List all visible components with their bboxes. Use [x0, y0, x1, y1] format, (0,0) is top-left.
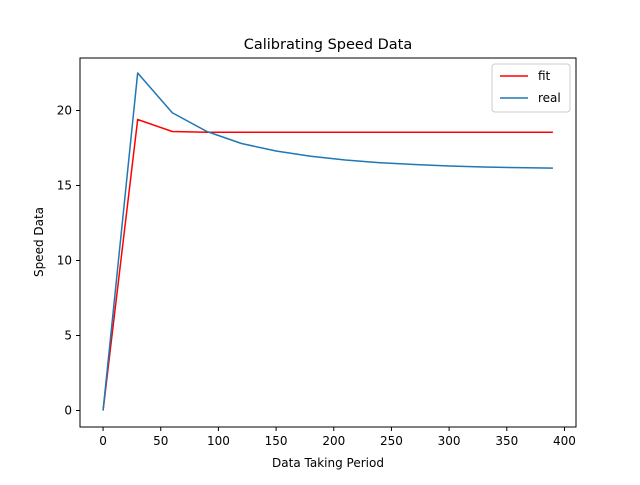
y-axis: 0 5 10 15 20: [57, 104, 80, 418]
x-tick-label: 150: [265, 434, 288, 448]
plot-area: [102, 72, 553, 411]
x-tick-label: 400: [553, 434, 576, 448]
y-tick-label: 20: [57, 104, 72, 118]
x-tick-label: 250: [380, 434, 403, 448]
y-tick-label: 5: [64, 329, 72, 343]
legend: fit real: [491, 63, 571, 113]
x-tick-label: 0: [99, 434, 107, 448]
x-axis-label: Data Taking Period: [272, 456, 384, 470]
y-axis-label: Speed Data: [32, 207, 46, 277]
x-tick-label: 200: [322, 434, 345, 448]
x-tick-label: 100: [207, 434, 230, 448]
chart-title: Calibrating Speed Data: [244, 37, 413, 53]
x-tick-label: 300: [438, 434, 461, 448]
legend-label-real: real: [538, 91, 561, 105]
x-tick-label: 350: [495, 434, 518, 448]
legend-label-fit: fit: [538, 69, 551, 83]
y-tick-label: 15: [57, 179, 72, 193]
x-tick-label: 50: [153, 434, 168, 448]
y-tick-label: 0: [64, 404, 72, 418]
series-line-real: [102, 72, 553, 411]
axes-frame: [79, 57, 577, 428]
x-axis: 0 50 100 150 200 250 300 350 400: [99, 427, 576, 448]
y-tick-label: 10: [57, 254, 72, 268]
series-line-fit: [102, 118, 553, 411]
